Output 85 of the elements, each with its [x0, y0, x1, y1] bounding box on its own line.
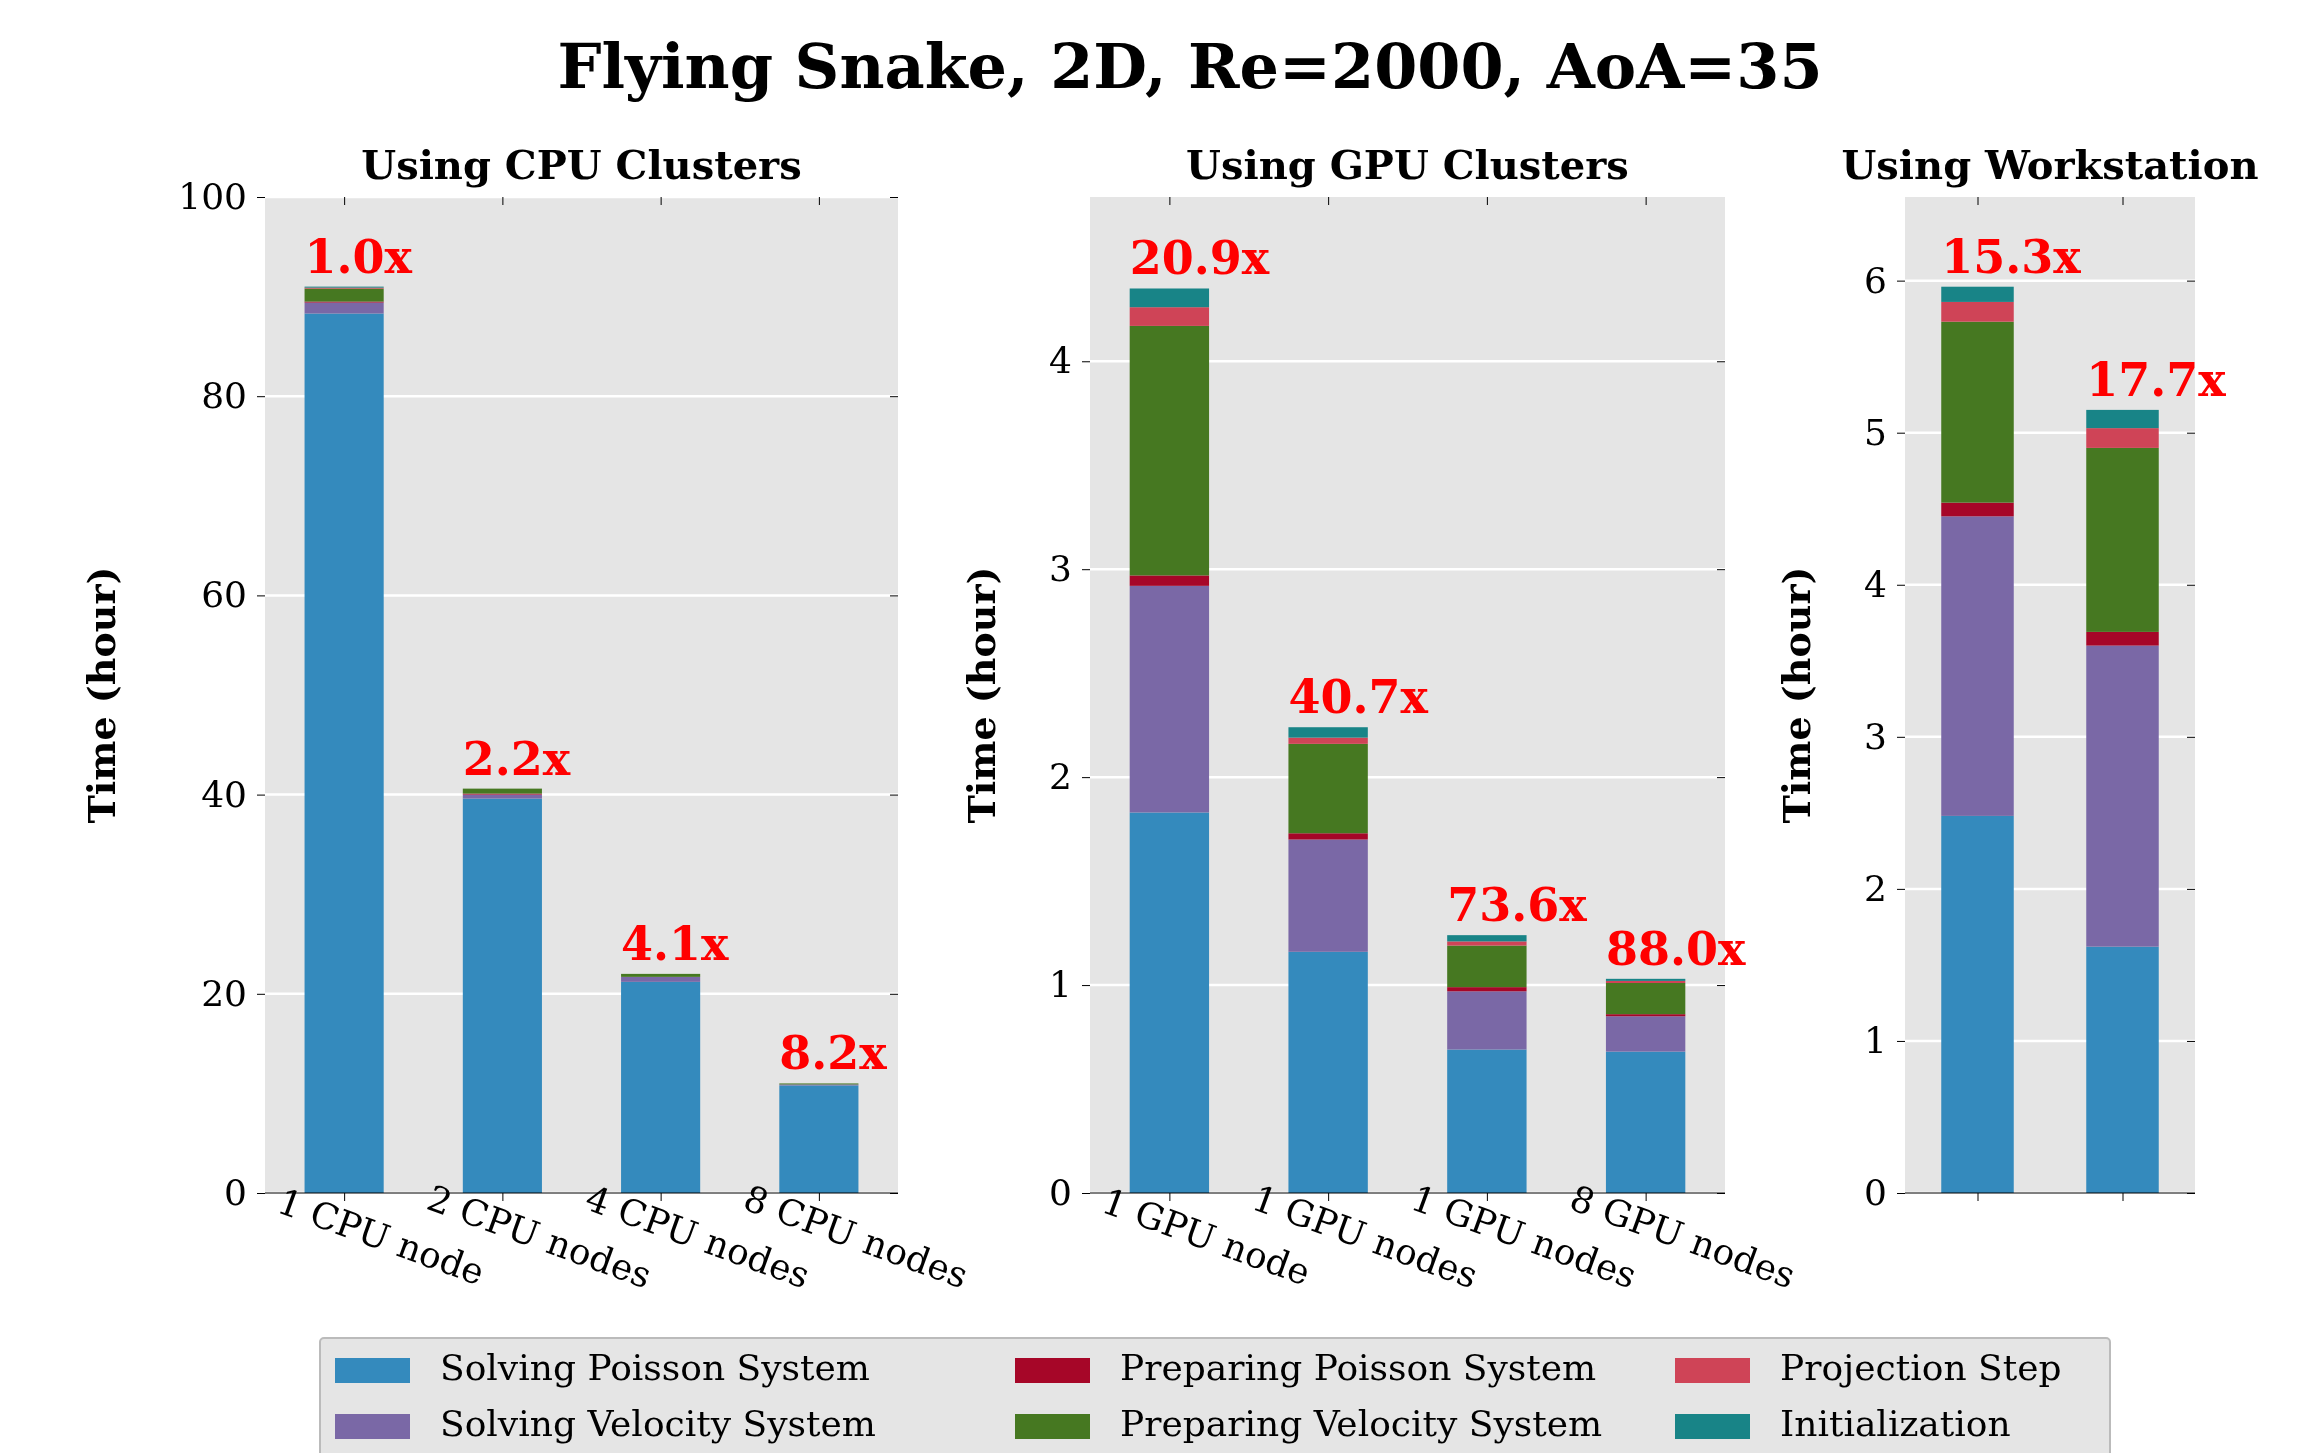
chart-title: Using Workstation	[1841, 141, 2259, 188]
y-tick-label: 4	[1864, 563, 1887, 605]
legend-label: Solving Poisson System	[440, 1347, 870, 1388]
bar	[1288, 737, 1368, 744]
bar	[2086, 946, 2159, 1193]
bar	[304, 313, 384, 1193]
bar	[1129, 585, 1210, 813]
y-tick-label: 100	[178, 176, 247, 218]
bar	[779, 1085, 859, 1193]
legend-label: Preparing Velocity System	[1120, 1403, 1603, 1444]
bar	[1941, 502, 2014, 517]
bar	[2086, 631, 2159, 646]
y-axis-title: Time (hour)	[959, 566, 1004, 824]
annotation: 40.7x	[1288, 670, 1429, 725]
y-tick-label: 5	[1864, 411, 1887, 453]
chart-title: Using CPU Clusters	[361, 141, 802, 188]
y-tick-label: 3	[1864, 715, 1887, 757]
bar	[1447, 945, 1527, 988]
bar	[1129, 307, 1210, 326]
bar	[1288, 727, 1368, 738]
legend-label: Initialization	[1780, 1403, 2011, 1444]
bar	[1605, 1016, 1686, 1052]
y-tick-label: 4	[1049, 340, 1072, 382]
bar	[1288, 743, 1368, 834]
bar	[304, 302, 384, 314]
bar	[1447, 935, 1527, 942]
y-axis-title: Time (hour)	[79, 566, 124, 824]
bar	[621, 976, 701, 982]
legend-label: Preparing Poisson System	[1120, 1347, 1597, 1388]
bar	[1129, 288, 1210, 308]
bar	[1447, 941, 1527, 946]
legend-label: Solving Velocity System	[440, 1403, 876, 1444]
bar	[1129, 812, 1210, 1193]
annotation: 73.6x	[1447, 878, 1588, 933]
bar	[1447, 1049, 1527, 1193]
bar	[621, 981, 701, 1193]
y-tick-label: 2	[1049, 756, 1072, 798]
bar	[1288, 833, 1368, 840]
y-tick-label: 0	[224, 1172, 247, 1214]
bar	[1129, 575, 1210, 586]
bar	[462, 794, 542, 799]
bar	[1288, 951, 1368, 1193]
bar	[1605, 1014, 1686, 1017]
y-tick-label: 0	[1049, 1172, 1072, 1214]
annotation: 17.7x	[2086, 352, 2227, 407]
y-axis-title: Time (hour)	[1774, 566, 1819, 824]
bar	[462, 798, 542, 1193]
annotation: 2.2x	[462, 731, 571, 786]
bar	[1605, 1051, 1686, 1193]
bar	[2086, 645, 2159, 947]
bar	[462, 788, 542, 794]
bar	[621, 973, 701, 977]
annotation: 8.2x	[779, 1026, 888, 1081]
bar	[2086, 428, 2159, 448]
annotation: 4.1x	[621, 916, 730, 971]
annotation: 15.3x	[1941, 229, 2082, 284]
y-tick-label: 60	[201, 574, 247, 616]
bar	[1129, 325, 1210, 576]
bar	[1941, 516, 2014, 816]
y-tick-label: 6	[1864, 259, 1887, 301]
text: Flying Snake, 2D, Re=2000, AoA=35	[557, 30, 1823, 103]
y-tick-label: 0	[1864, 1172, 1887, 1214]
y-tick-label: 1	[1049, 964, 1072, 1006]
annotation: 1.0x	[304, 229, 413, 284]
annotation: 88.0x	[1605, 921, 1746, 976]
y-tick-label: 40	[201, 773, 247, 815]
y-tick-label: 2	[1864, 867, 1887, 909]
y-tick-label: 1	[1864, 1019, 1887, 1061]
chart-title: Using GPU Clusters	[1186, 141, 1629, 188]
bar	[304, 288, 384, 302]
bar	[1941, 321, 2014, 503]
bar	[1447, 987, 1527, 992]
bar	[1605, 982, 1686, 1015]
bar	[1941, 815, 2014, 1193]
bar	[1941, 286, 2014, 302]
bar	[1941, 301, 2014, 322]
bar	[1288, 839, 1368, 952]
y-tick-label: 80	[201, 375, 247, 417]
legend-label: Projection Step	[1780, 1347, 2062, 1388]
y-tick-label: 20	[201, 972, 247, 1014]
bar	[1447, 991, 1527, 1050]
y-tick-label: 3	[1049, 548, 1072, 590]
annotation: 20.9x	[1129, 231, 1270, 286]
bar	[2086, 447, 2159, 632]
bar	[2086, 409, 2159, 429]
